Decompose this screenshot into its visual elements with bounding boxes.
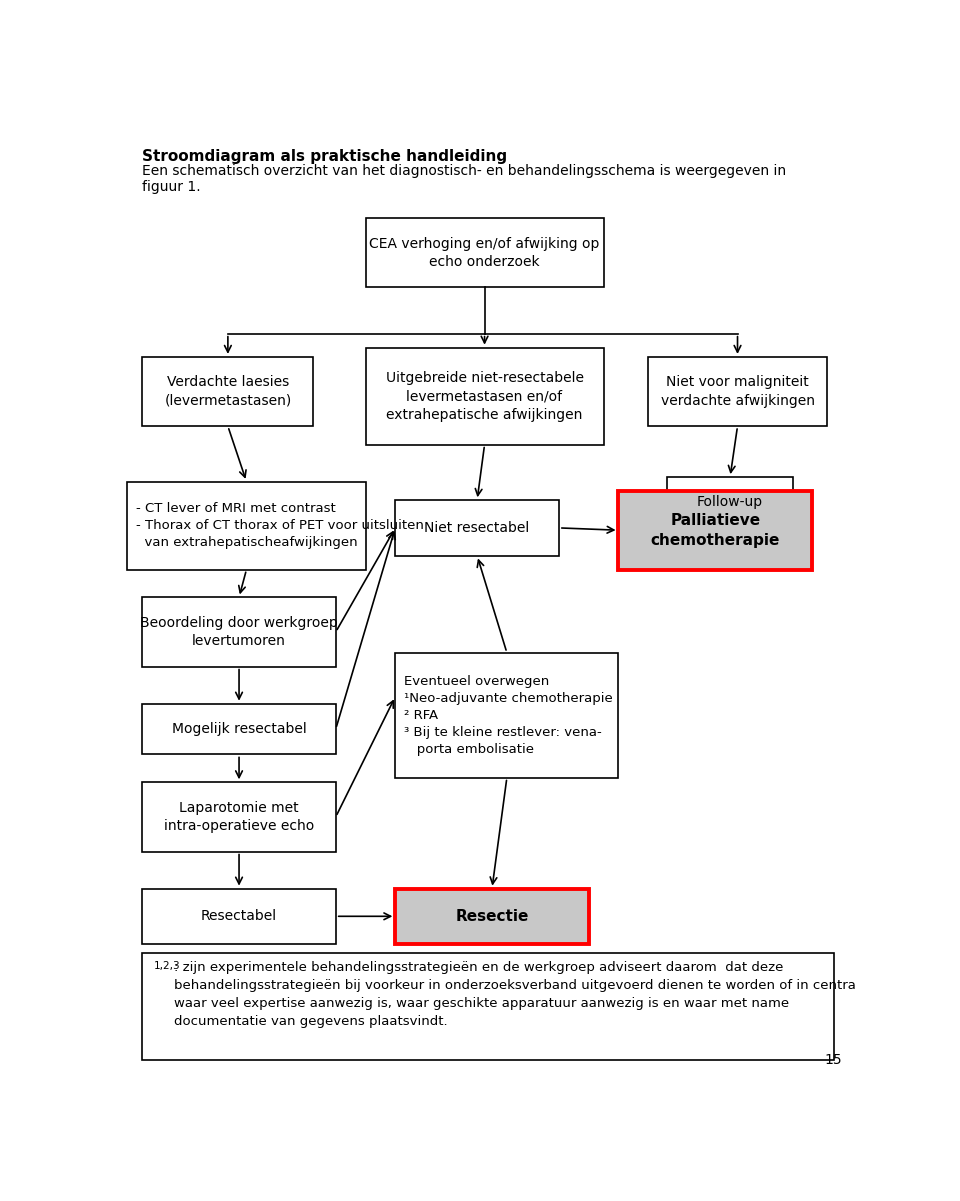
Text: Een schematisch overzicht van het diagnostisch- en behandelingsschema is weergeg: Een schematisch overzicht van het diagno…	[142, 165, 786, 179]
Text: Niet resectabel: Niet resectabel	[424, 521, 530, 534]
Text: Eventueel overwegen
¹Neo-adjuvante chemotherapie
² RFA
³ Bij te kleine restlever: Eventueel overwegen ¹Neo-adjuvante chemo…	[404, 675, 612, 755]
Text: 1,2,3: 1,2,3	[154, 961, 180, 970]
Text: Palliatieve
chemotherapie: Palliatieve chemotherapie	[651, 513, 780, 548]
FancyBboxPatch shape	[142, 357, 313, 426]
Text: figuur 1.: figuur 1.	[142, 180, 201, 195]
FancyBboxPatch shape	[667, 477, 793, 528]
Text: Follow-up: Follow-up	[697, 496, 763, 509]
FancyBboxPatch shape	[366, 347, 604, 444]
Text: : zijn experimentele behandelingsstrategieën en de werkgroep adviseert daarom  d: : zijn experimentele behandelingsstrateg…	[174, 961, 855, 1028]
FancyBboxPatch shape	[128, 482, 366, 569]
FancyBboxPatch shape	[142, 704, 336, 754]
FancyBboxPatch shape	[142, 782, 336, 852]
Text: Uitgebreide niet-resectabele
levermetastasen en/of
extrahepatische afwijkingen: Uitgebreide niet-resectabele levermetast…	[386, 371, 584, 422]
Text: Niet voor maligniteit
verdachte afwijkingen: Niet voor maligniteit verdachte afwijkin…	[660, 375, 814, 407]
FancyBboxPatch shape	[142, 954, 834, 1059]
Text: CEA verhoging en/of afwijking op
echo onderzoek: CEA verhoging en/of afwijking op echo on…	[370, 237, 600, 269]
FancyBboxPatch shape	[366, 219, 604, 287]
Text: 15: 15	[824, 1053, 842, 1066]
FancyBboxPatch shape	[142, 889, 336, 944]
FancyBboxPatch shape	[618, 491, 812, 569]
Text: Beoordeling door werkgroep
levertumoren: Beoordeling door werkgroep levertumoren	[140, 616, 338, 649]
Text: Resectie: Resectie	[455, 909, 529, 924]
Text: - CT lever of MRI met contrast
- Thorax of CT thorax of PET voor uitsluiten
  va: - CT lever of MRI met contrast - Thorax …	[136, 502, 424, 549]
Text: Resectabel: Resectabel	[201, 909, 277, 924]
FancyBboxPatch shape	[396, 500, 559, 556]
FancyBboxPatch shape	[396, 889, 588, 944]
Text: Laparotomie met
intra-operatieve echo: Laparotomie met intra-operatieve echo	[164, 801, 314, 833]
Text: Stroomdiagram als praktische handleiding: Stroomdiagram als praktische handleiding	[142, 149, 508, 163]
Text: Verdachte laesies
(levermetastasen): Verdachte laesies (levermetastasen)	[164, 375, 292, 407]
FancyBboxPatch shape	[142, 597, 336, 667]
FancyBboxPatch shape	[648, 357, 827, 426]
Text: Mogelijk resectabel: Mogelijk resectabel	[172, 722, 306, 736]
FancyBboxPatch shape	[396, 652, 618, 777]
